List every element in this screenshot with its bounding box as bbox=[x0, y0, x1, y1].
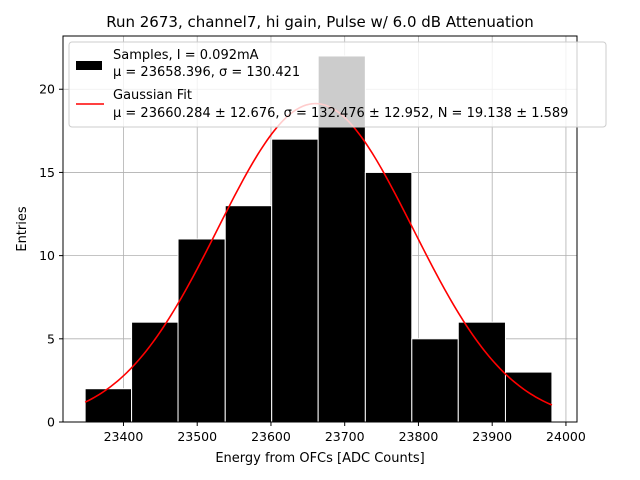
legend-samples-swatch bbox=[76, 61, 102, 70]
y-tick-label: 0 bbox=[47, 415, 55, 430]
y-tick-label: 20 bbox=[39, 82, 55, 97]
x-tick-label: 23400 bbox=[104, 429, 144, 444]
x-axis-label: Energy from OFCs [ADC Counts] bbox=[215, 451, 424, 466]
chart-title: Run 2673, channel7, hi gain, Pulse w/ 6.… bbox=[106, 13, 534, 31]
x-tick-label: 23900 bbox=[472, 429, 512, 444]
plot-frame bbox=[62, 35, 578, 423]
x-tick-label: 23800 bbox=[399, 429, 439, 444]
y-tick-label: 10 bbox=[39, 248, 55, 263]
histogram-bar bbox=[271, 138, 319, 423]
histogram-bar bbox=[224, 205, 273, 423]
legend: Samples, I = 0.092mA μ = 23658.396, σ = … bbox=[68, 41, 607, 128]
histogram-bar bbox=[131, 321, 179, 423]
y-tick-label: 15 bbox=[39, 165, 55, 180]
histogram-bar bbox=[457, 321, 506, 423]
y-axis-ticks: 0 5 10 15 20 bbox=[39, 82, 63, 430]
x-tick-label: 24000 bbox=[546, 429, 586, 444]
legend-fit-label: Gaussian Fit bbox=[113, 88, 192, 103]
y-axis-label: Entries bbox=[15, 206, 30, 252]
x-axis-ticks: 23400 23500 23600 23700 23800 23900 24000 bbox=[104, 422, 586, 444]
x-tick-label: 23700 bbox=[325, 429, 365, 444]
histogram-bar bbox=[364, 171, 413, 423]
histogram-bar bbox=[84, 388, 133, 423]
legend-samples-label: Samples, I = 0.092mA bbox=[113, 48, 259, 63]
legend-fit-stats: μ = 23660.284 ± 12.676, σ = 132.476 ± 12… bbox=[113, 106, 568, 121]
histogram-bar bbox=[411, 338, 459, 423]
x-tick-label: 23600 bbox=[251, 429, 291, 444]
histogram-bar bbox=[177, 238, 226, 423]
legend-samples-stats: μ = 23658.396, σ = 130.421 bbox=[113, 65, 300, 80]
legend-box bbox=[68, 41, 607, 128]
x-tick-label: 23500 bbox=[177, 429, 217, 444]
y-tick-label: 5 bbox=[47, 331, 55, 346]
